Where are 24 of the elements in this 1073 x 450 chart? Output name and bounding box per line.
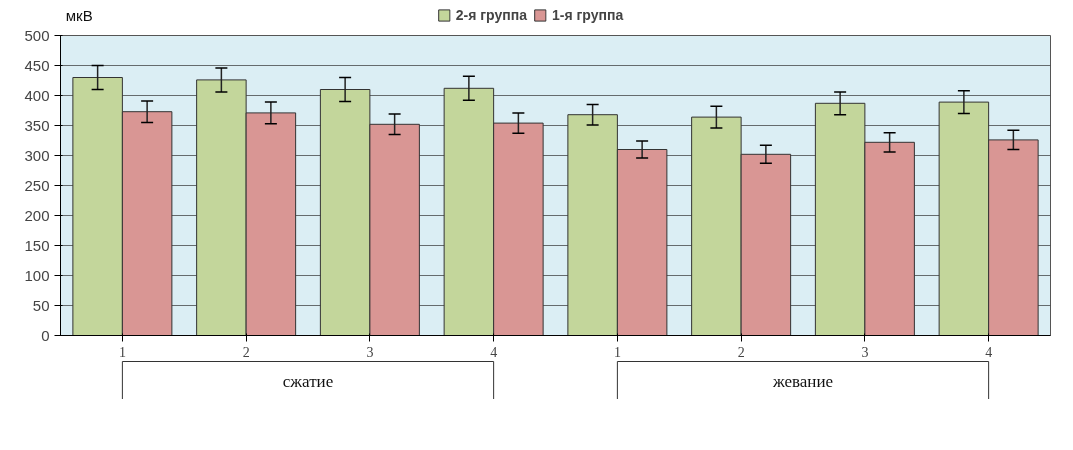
x-tick-label: 2 <box>242 344 250 360</box>
y-tick-label: 300 <box>24 146 50 164</box>
x-tick-label: 3 <box>861 344 869 360</box>
y-tick-label: 400 <box>24 86 50 104</box>
y-tick-label: 250 <box>24 176 50 194</box>
text: сжатие <box>282 372 334 391</box>
y-tick-label: 500 <box>24 26 50 44</box>
x-tick-label: 1 <box>613 344 621 360</box>
y-tick-label: 450 <box>24 56 50 74</box>
legend-label: 1-я группа <box>551 7 624 23</box>
legend-label: 2-я группа <box>455 7 527 23</box>
text: жевание <box>771 372 834 391</box>
y-tick-label: 350 <box>24 116 50 134</box>
x-tick-label: 2 <box>737 344 745 360</box>
x-tick-label: 3 <box>366 344 374 360</box>
x-tick-label: 4 <box>985 344 993 360</box>
y-axis-title: мкВ <box>65 7 93 24</box>
y-tick-label: 200 <box>24 206 50 224</box>
x-tick-label: 1 <box>118 344 126 360</box>
y-tick-label: 50 <box>32 296 50 314</box>
y-tick-label: 100 <box>24 266 50 284</box>
x-tick-label: 4 <box>490 344 498 360</box>
y-tick-label: 150 <box>24 236 50 254</box>
y-tick-label: 0 <box>41 326 50 344</box>
